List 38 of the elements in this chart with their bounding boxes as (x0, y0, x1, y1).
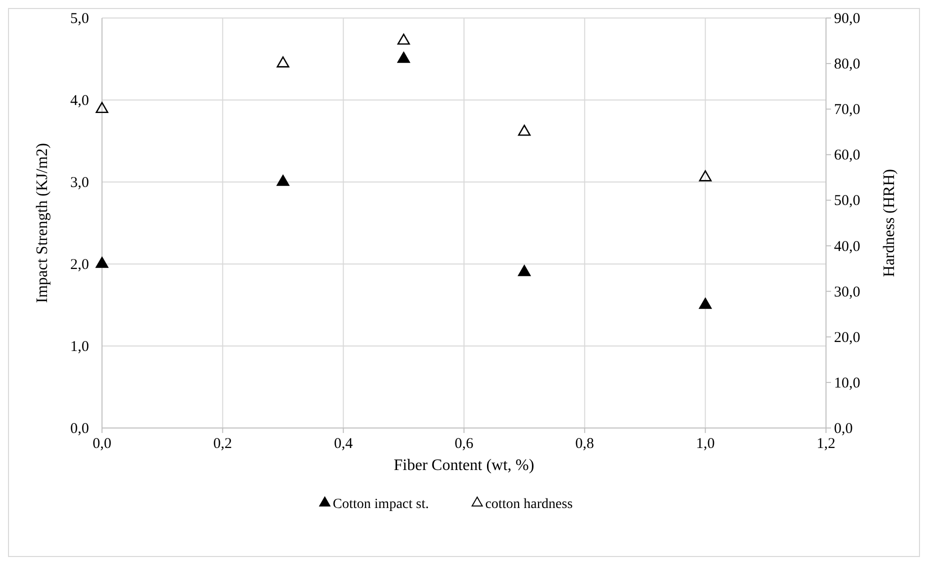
x-tick-label: 0,4 (334, 436, 354, 452)
x-tick-label: 1,2 (816, 436, 836, 452)
point (518, 124, 531, 136)
x-tick-label: 1,0 (696, 436, 715, 452)
y-axis-title: Impact Strength (KJ/m2) (34, 143, 51, 303)
y2-tick-label: 90,0 (834, 11, 860, 27)
point (518, 265, 531, 276)
point (699, 298, 712, 309)
y-tick-label: 2,0 (70, 257, 89, 273)
point (397, 34, 410, 45)
point (699, 170, 712, 182)
x-tick-label: 0,8 (575, 436, 594, 452)
y2-tick-label: 80,0 (834, 56, 860, 73)
y2-tick-label: 20,0 (834, 330, 860, 346)
y2-tick-label: 10,0 (834, 375, 860, 392)
y2-tick-label: 70,0 (834, 102, 860, 118)
legend-label: cotton hardness (485, 497, 573, 512)
point (96, 256, 108, 268)
y2-tick-label: 40,0 (834, 238, 860, 255)
y2-tick-label: 0,0 (834, 421, 853, 437)
point (276, 56, 290, 68)
y-tick-label: 5,0 (70, 11, 89, 27)
point (96, 102, 108, 114)
y-tick-label: 3,0 (70, 175, 89, 191)
legend-label: Cotton impact st. (332, 497, 429, 512)
y2-axis-title: Hardness (HRH) (881, 169, 898, 277)
y-tick-label: 4,0 (70, 93, 89, 109)
x-tick-label: 0,0 (92, 436, 112, 452)
x-tick-label: 0,6 (454, 436, 474, 452)
y2-tick-label: 30,0 (834, 284, 860, 300)
y2-tick-label: 60,0 (834, 148, 860, 164)
y-tick-label: 0,0 (70, 421, 89, 437)
y2-tick-label: 50,0 (834, 193, 860, 210)
x-axis-title: Fiber Content (wt, %) (394, 457, 534, 474)
x-tick-label: 0,2 (213, 436, 232, 452)
point (276, 174, 290, 186)
y-tick-label: 1,0 (70, 339, 89, 355)
point (397, 52, 410, 63)
